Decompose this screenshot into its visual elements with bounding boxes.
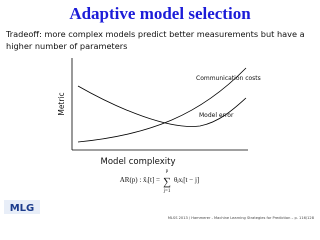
logo-box — [4, 200, 40, 214]
slide-title: Adaptive model selection — [69, 4, 251, 23]
formula-upper: p — [166, 169, 169, 174]
body-line: higher number of parameters — [6, 41, 127, 51]
logo: MLG — [10, 203, 35, 214]
communication-curve — [77, 67, 247, 143]
body-line: Tradeoff: more complex models predict be… — [5, 29, 305, 39]
curve-label: Model error — [199, 112, 234, 119]
slide: Adaptive model selection Tradeoff: more … — [0, 0, 320, 226]
error-curve — [77, 85, 247, 127]
formula-sum: ∑ — [163, 176, 171, 188]
y-axis-label: Metric — [57, 92, 66, 115]
background — [0, 0, 320, 226]
curve-label: Communication costs — [196, 75, 261, 82]
x-axis-label: Model complexity — [101, 157, 176, 167]
footer-text: MLSS 2013 / Hammerer - Machine Learning … — [168, 216, 315, 220]
formula-lhs: AR(p) : x̂ᵢ[t] = — [120, 176, 160, 184]
formula-rhs: θⱼxᵢ[t − j] — [174, 176, 199, 184]
formula-lower: j=1 — [163, 189, 171, 194]
